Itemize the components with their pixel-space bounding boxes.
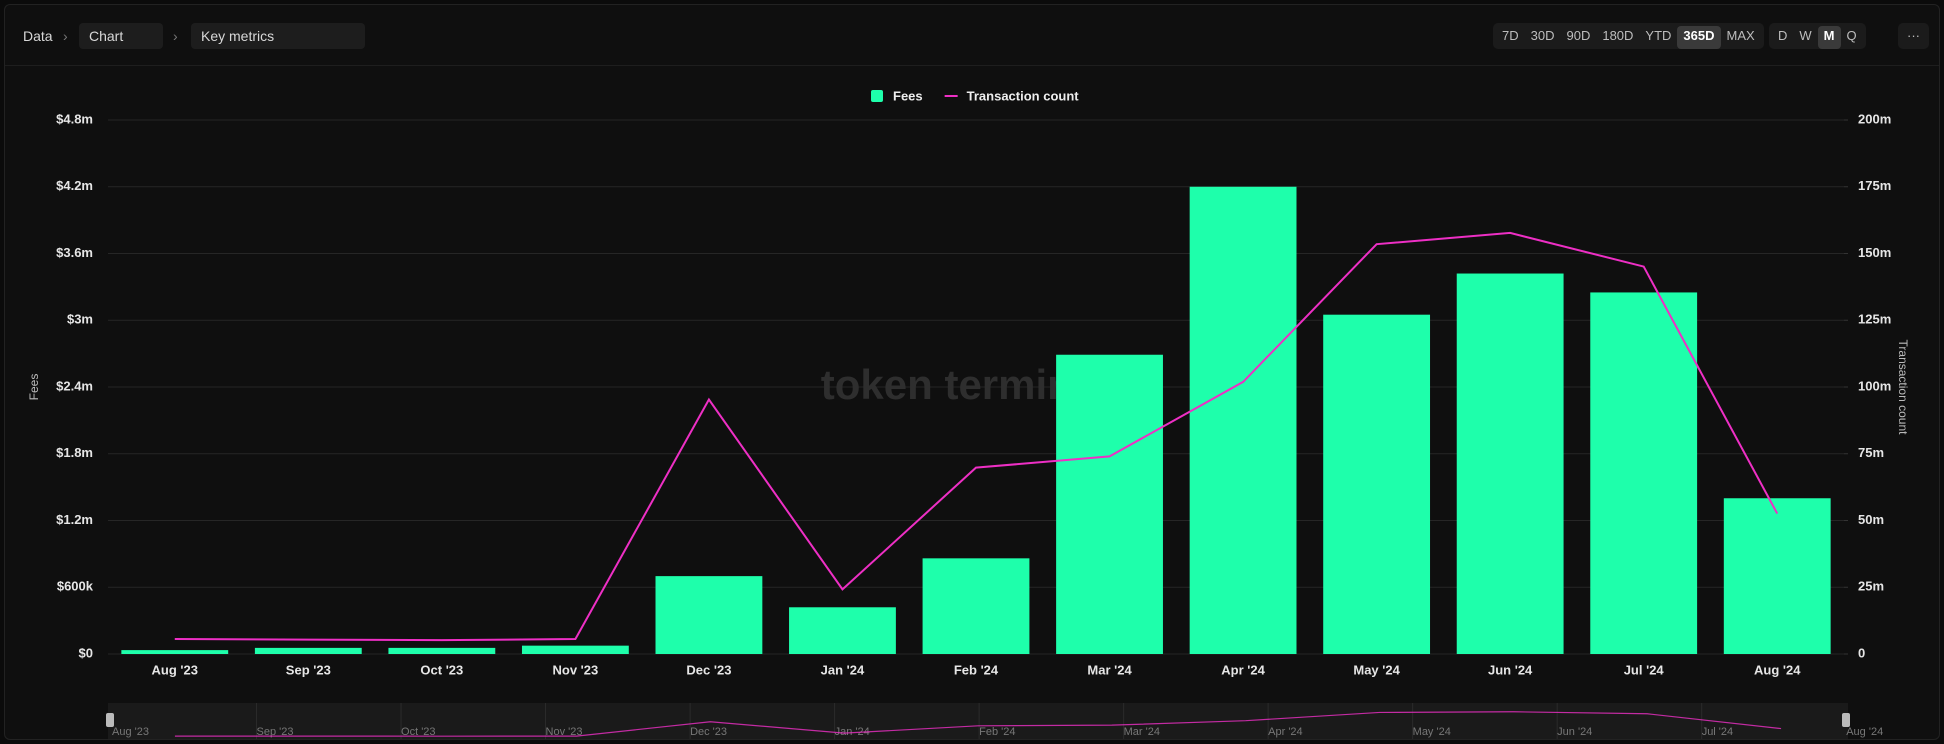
breadcrumb-root[interactable]: Data (23, 28, 53, 44)
navigator-label: Jan '24 (835, 726, 870, 738)
x-tick-label: Aug '23 (152, 662, 198, 677)
navigator (108, 703, 1848, 739)
toolbar-button[interactable]: D (1778, 28, 1788, 43)
navigator-label: Sep '23 (257, 726, 294, 738)
x-tick-label: Apr '24 (1221, 662, 1265, 677)
x-tick-label: Sep '23 (286, 662, 331, 677)
toolbar-button[interactable]: MAX (1726, 28, 1755, 43)
bar (521, 645, 629, 654)
x-tick-label: Aug '24 (1754, 662, 1801, 677)
x-tick-label: Mar '24 (1087, 662, 1132, 677)
toolbar-button[interactable]: Q (1846, 28, 1857, 43)
bar (388, 647, 496, 654)
navigator-label: Jun '24 (1557, 726, 1592, 738)
legend-label: Fees (893, 88, 923, 103)
bar (922, 558, 1030, 654)
toolbar-button[interactable]: 180D (1602, 28, 1634, 43)
y2-tick-label: 175m (1858, 178, 1891, 193)
x-tick-label: Jan '24 (821, 662, 865, 677)
line (174, 231, 1779, 642)
y-tick-label: $2.4m (56, 378, 93, 393)
navigator-label: Apr '24 (1268, 726, 1303, 738)
separator: › (63, 28, 68, 44)
bar (655, 576, 763, 654)
x-tick-label: Dec '23 (686, 662, 731, 677)
x-tick-label: Jun '24 (1488, 662, 1533, 677)
x-tick-label: Jul '24 (1624, 662, 1665, 677)
y-tick-label: $1.8m (56, 445, 93, 460)
y-tick-label: $0 (79, 645, 93, 660)
y2-tick-label: 125m (1858, 312, 1891, 327)
more-button[interactable]: ··· (1907, 28, 1920, 43)
more-group: ··· (1898, 23, 1929, 49)
y-tick-label: $4.8m (56, 111, 93, 126)
navigator-label: Jul '24 (1702, 726, 1733, 738)
toolbar-button[interactable]: W (1799, 28, 1812, 43)
y2-tick-label: 50m (1858, 512, 1884, 527)
navigator-label: Aug '24 (1846, 726, 1883, 738)
navigator-label: Mar '24 (1124, 726, 1160, 738)
navigator-label: Dec '23 (690, 726, 727, 738)
chart: $0 $600k $1.2m $1.8m $2.4m $3m $3.6m $4.2m $4.8m… (27, 88, 1910, 739)
bar (254, 647, 362, 654)
bar (1189, 186, 1297, 654)
x-tick-label: May '24 (1353, 662, 1400, 677)
y-tick-label: $1.2m (56, 512, 93, 527)
toolbar-button[interactable]: 90D (1566, 28, 1591, 43)
y2-axis-title: Transaction count (1896, 340, 1910, 436)
y2-tick-label: 200m (1858, 111, 1891, 126)
navigator-label: Feb '24 (979, 726, 1015, 738)
navigator-label: Oct '23 (401, 726, 436, 738)
x-tick-label: Oct '23 (420, 662, 463, 677)
toolbar-button[interactable]: YTD (1645, 28, 1672, 43)
bar (789, 607, 896, 654)
x-tick-label: Feb '24 (954, 662, 999, 677)
y-axis-title: Fees (27, 374, 41, 401)
y-tick-label: $3.6m (56, 245, 93, 260)
bar (1456, 273, 1564, 654)
x-tick-label: Nov '23 (553, 662, 599, 677)
y-tick-label: $600k (57, 579, 94, 594)
y2-tick-label: 100m (1858, 378, 1891, 393)
legend-swatch (871, 90, 883, 102)
bar (1723, 498, 1831, 654)
toolbar: Data › Chart › Key metrics 7D 30D 90D 180D Y… (5, 5, 1939, 66)
toolbar-button[interactable]: M (1817, 26, 1841, 49)
toolbar-button[interactable]: 7D (1502, 28, 1519, 43)
range-group: 7D 30D 90D 180D YTD 365D MAX (1493, 23, 1764, 49)
navigator-label: Nov '23 (546, 726, 583, 738)
navigator-label: May '24 (1413, 726, 1451, 738)
y2-tick-label: 25m (1858, 579, 1884, 594)
view-select[interactable]: Chart (79, 23, 163, 49)
frame: Data › Chart › Key metrics 7D 30D 90D 180D Y… (4, 4, 1940, 740)
y2-tick-label: 0 (1858, 645, 1865, 660)
y-tick-label: $4.2m (56, 178, 93, 193)
metric-select[interactable]: Key metrics (191, 23, 365, 49)
y2-tick-label: 150m (1858, 245, 1891, 260)
bar (1590, 292, 1698, 654)
y-tick-label: $3m (67, 312, 93, 327)
toolbar-button[interactable]: 30D (1530, 28, 1555, 43)
bar (1323, 314, 1431, 654)
separator: › (173, 28, 178, 44)
navigator-line (174, 711, 1782, 737)
navigator-handle[interactable] (1842, 713, 1850, 727)
navigator-handle[interactable] (106, 713, 114, 727)
bar (121, 650, 229, 654)
legend-label: Transaction count (967, 88, 1080, 103)
navigator-label: Aug '23 (112, 726, 149, 738)
toolbar-button[interactable]: 365D (1677, 26, 1721, 49)
bar (1056, 354, 1163, 654)
y2-tick-label: 75m (1858, 445, 1884, 460)
